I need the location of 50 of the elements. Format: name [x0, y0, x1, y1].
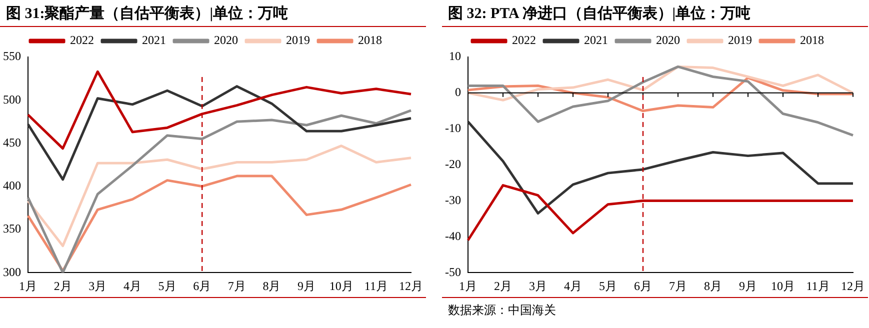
x-tick-label: 11月 — [806, 278, 830, 293]
x-tick-label: 7月 — [669, 278, 687, 293]
chart-title: 图 32: PTA 净进口（自估平衡表）|单位：万吨 — [442, 2, 868, 27]
x-tick-label: 7月 — [228, 278, 246, 293]
x-tick-label: 3月 — [88, 278, 107, 293]
y-tick-label: 400 — [3, 178, 21, 193]
x-tick-label: 4月 — [123, 278, 142, 293]
legend-label: 2021 — [142, 33, 166, 48]
y-tick-label: 500 — [3, 92, 21, 106]
x-tick-label: 9月 — [739, 278, 757, 293]
x-tick-label: 3月 — [528, 278, 547, 293]
y-tick-label: 300 — [3, 264, 21, 279]
y-tick-label: -30 — [444, 192, 461, 207]
chart-title: 图 31:聚酯产量（自估平衡表）|单位：万吨 — [0, 2, 426, 27]
legend-label: 2018 — [800, 33, 824, 48]
source-note: 数据来源：中国海关 — [448, 303, 556, 317]
legend-label: 2022 — [512, 33, 536, 48]
y-tick-label: -10 — [444, 121, 461, 136]
legend-label: 2018 — [358, 33, 382, 48]
x-tick-label: 10月 — [329, 278, 354, 293]
x-tick-label: 8月 — [262, 278, 281, 293]
y-tick-label: 10 — [448, 49, 461, 64]
x-tick-label: 12月 — [841, 278, 865, 293]
y-tick-label: 450 — [3, 135, 21, 150]
y-tick-label: -50 — [444, 264, 461, 279]
legend-label: 2020 — [214, 33, 238, 48]
x-tick-label: 5月 — [598, 278, 617, 293]
x-tick-label: 10月 — [771, 278, 795, 293]
legend-label: 2022 — [70, 33, 94, 48]
legend-label: 2019 — [286, 33, 310, 48]
y-tick-label: -20 — [444, 156, 461, 171]
x-tick-label: 12月 — [399, 278, 423, 293]
x-tick-label: 8月 — [704, 278, 722, 293]
x-tick-label: 1月 — [19, 278, 37, 293]
y-tick-label: 0 — [454, 85, 461, 100]
legend-label: 2021 — [584, 33, 608, 48]
y-tick-label: 350 — [3, 222, 21, 236]
y-tick-label: -40 — [444, 228, 461, 243]
legend-label: 2020 — [656, 33, 680, 48]
x-tick-label: 9月 — [298, 278, 316, 293]
x-tick-label: 11月 — [364, 278, 388, 293]
x-tick-label: 5月 — [158, 278, 176, 293]
x-tick-label: 4月 — [564, 278, 582, 293]
legend-label: 2019 — [728, 33, 752, 48]
y-tick-label: 550 — [3, 49, 21, 64]
x-tick-label: 6月 — [634, 278, 652, 293]
x-tick-label: 2月 — [54, 278, 72, 293]
x-tick-label: 2月 — [494, 278, 512, 293]
x-tick-label: 6月 — [193, 278, 212, 293]
x-tick-label: 1月 — [458, 278, 477, 293]
